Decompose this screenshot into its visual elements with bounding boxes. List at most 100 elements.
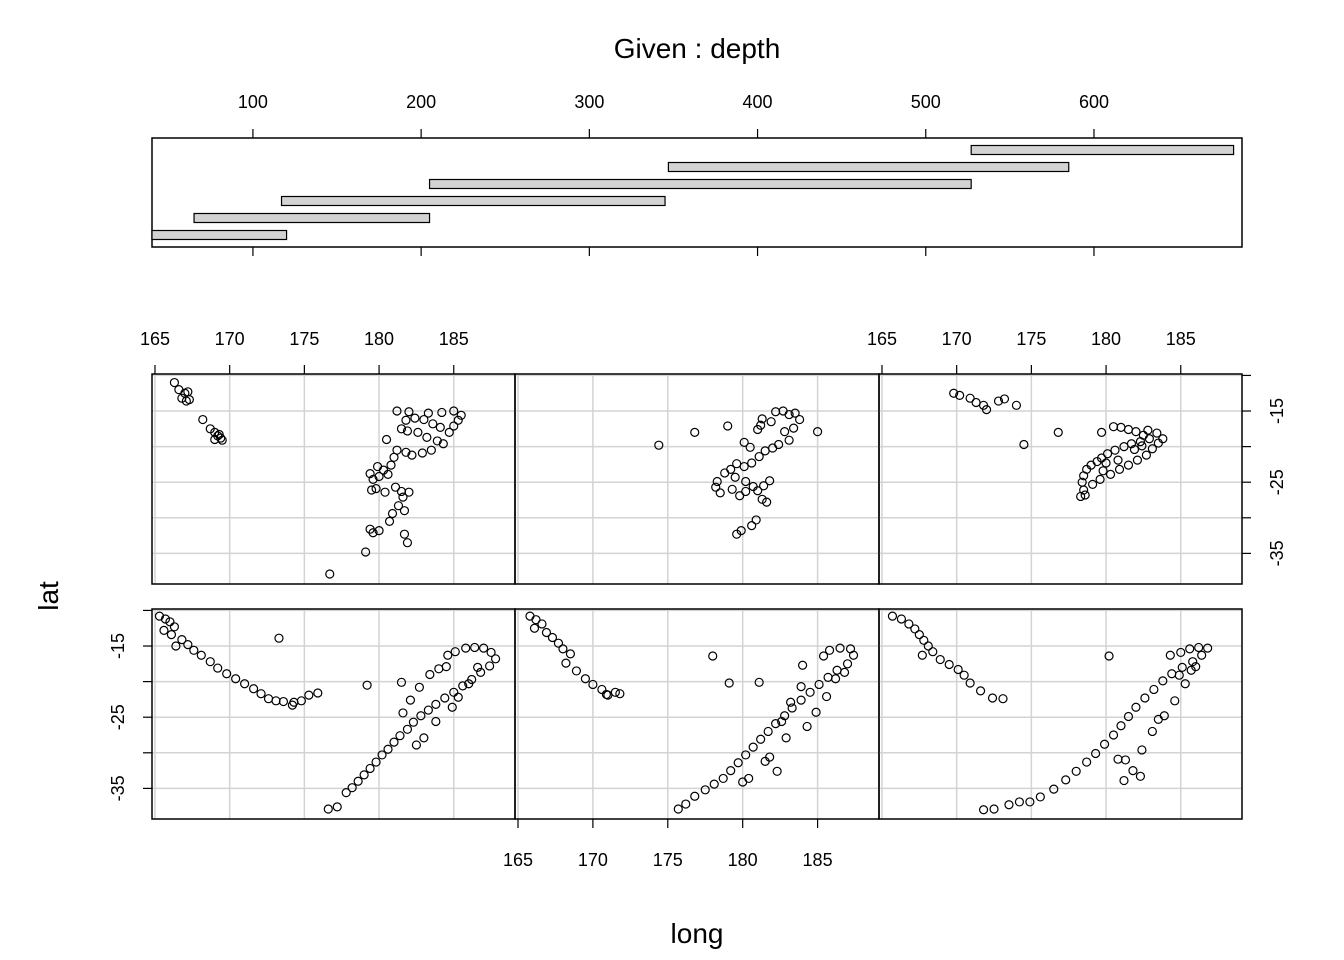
- data-point: [405, 695, 416, 705]
- data-point: [1152, 428, 1162, 438]
- data-point: [795, 414, 805, 425]
- data-point: [426, 445, 436, 455]
- data-point: [1123, 711, 1134, 722]
- x-tick-label: 185: [803, 850, 833, 870]
- data-point: [1119, 775, 1129, 786]
- data-point: [458, 681, 468, 691]
- data-point: [473, 662, 483, 672]
- data-point: [1014, 797, 1025, 807]
- data-point: [399, 506, 410, 516]
- data-point: [1128, 765, 1138, 776]
- data-point: [372, 461, 383, 472]
- data-point: [842, 659, 853, 669]
- data-point: [174, 385, 184, 395]
- data-point: [374, 471, 384, 482]
- panel-frame: [514, 373, 880, 585]
- data-point: [443, 650, 453, 660]
- data-point: [733, 758, 743, 768]
- data-point: [1108, 422, 1119, 432]
- data-point: [610, 687, 620, 697]
- data-point: [419, 733, 429, 743]
- data-point: [759, 481, 769, 491]
- data-point: [1120, 755, 1131, 765]
- data-point: [896, 614, 907, 624]
- data-point: [830, 674, 841, 684]
- data-point: [384, 516, 395, 526]
- data-point: [747, 521, 757, 531]
- data-point: [296, 696, 306, 706]
- given-tick-label: 200: [406, 92, 436, 112]
- data-point: [428, 419, 438, 429]
- data-point: [341, 788, 351, 798]
- data-point: [741, 476, 751, 487]
- data-point: [597, 684, 607, 695]
- given-tick-label: 500: [911, 92, 941, 112]
- data-point: [715, 488, 725, 498]
- data-point: [723, 421, 733, 431]
- data-point: [1076, 491, 1086, 502]
- data-point: [359, 770, 369, 780]
- data-point: [955, 390, 965, 400]
- data-point: [1019, 439, 1029, 450]
- data-point: [735, 491, 745, 501]
- x-tick-label: 180: [1091, 329, 1121, 349]
- data-point: [798, 660, 808, 670]
- data-point: [923, 641, 933, 651]
- data-point: [709, 779, 719, 789]
- data-point: [1113, 754, 1123, 764]
- data-point: [393, 501, 404, 511]
- data-point: [456, 410, 466, 420]
- scatter-panel: [151, 373, 516, 585]
- data-point: [928, 647, 938, 657]
- data-point: [730, 472, 740, 482]
- data-point: [978, 805, 989, 815]
- data-point: [183, 639, 193, 650]
- x-tick-label: 180: [364, 329, 394, 349]
- scatter-panel: [514, 373, 880, 585]
- data-point: [558, 644, 568, 654]
- data-point: [756, 734, 766, 744]
- data-point: [365, 524, 375, 534]
- data-point: [287, 700, 298, 710]
- data-point: [1149, 684, 1159, 695]
- data-point: [690, 427, 700, 437]
- data-point: [781, 733, 791, 743]
- data-point: [1108, 730, 1119, 740]
- given-tick-label: 100: [238, 92, 268, 112]
- scatter-panel: [878, 608, 1243, 820]
- data-point: [565, 649, 576, 659]
- data-point: [171, 641, 181, 651]
- data-point: [396, 486, 407, 497]
- data-point: [727, 484, 737, 494]
- data-point: [981, 404, 992, 415]
- data-point: [390, 482, 401, 492]
- data-point: [708, 651, 718, 661]
- data-point: [1176, 647, 1186, 658]
- data-point: [1098, 466, 1108, 476]
- data-point: [784, 435, 794, 445]
- data-point: [441, 662, 451, 672]
- data-point: [447, 702, 457, 712]
- data-point: [1147, 726, 1157, 737]
- scatter-panels: 165 170 175 180 185 165 170 175 180 185 165 170 175 1…: [108, 329, 1287, 870]
- data-point: [1140, 693, 1150, 703]
- data-point: [1158, 434, 1168, 444]
- x-tick-label: 175: [289, 329, 319, 349]
- data-point: [271, 696, 281, 706]
- given-interval-bar: [193, 212, 431, 224]
- data-point: [989, 804, 999, 814]
- data-point: [588, 679, 598, 690]
- scatter-panel: [514, 608, 880, 820]
- data-point: [490, 654, 501, 664]
- data-point: [368, 474, 378, 484]
- data-point: [904, 619, 914, 629]
- data-point: [1061, 775, 1071, 785]
- data-point: [374, 526, 384, 536]
- data-point: [1165, 650, 1175, 660]
- data-point: [332, 802, 342, 812]
- data-point: [726, 464, 736, 474]
- data-point: [404, 407, 414, 417]
- data-point: [189, 645, 199, 655]
- data-point: [965, 678, 975, 688]
- data-point: [953, 664, 963, 675]
